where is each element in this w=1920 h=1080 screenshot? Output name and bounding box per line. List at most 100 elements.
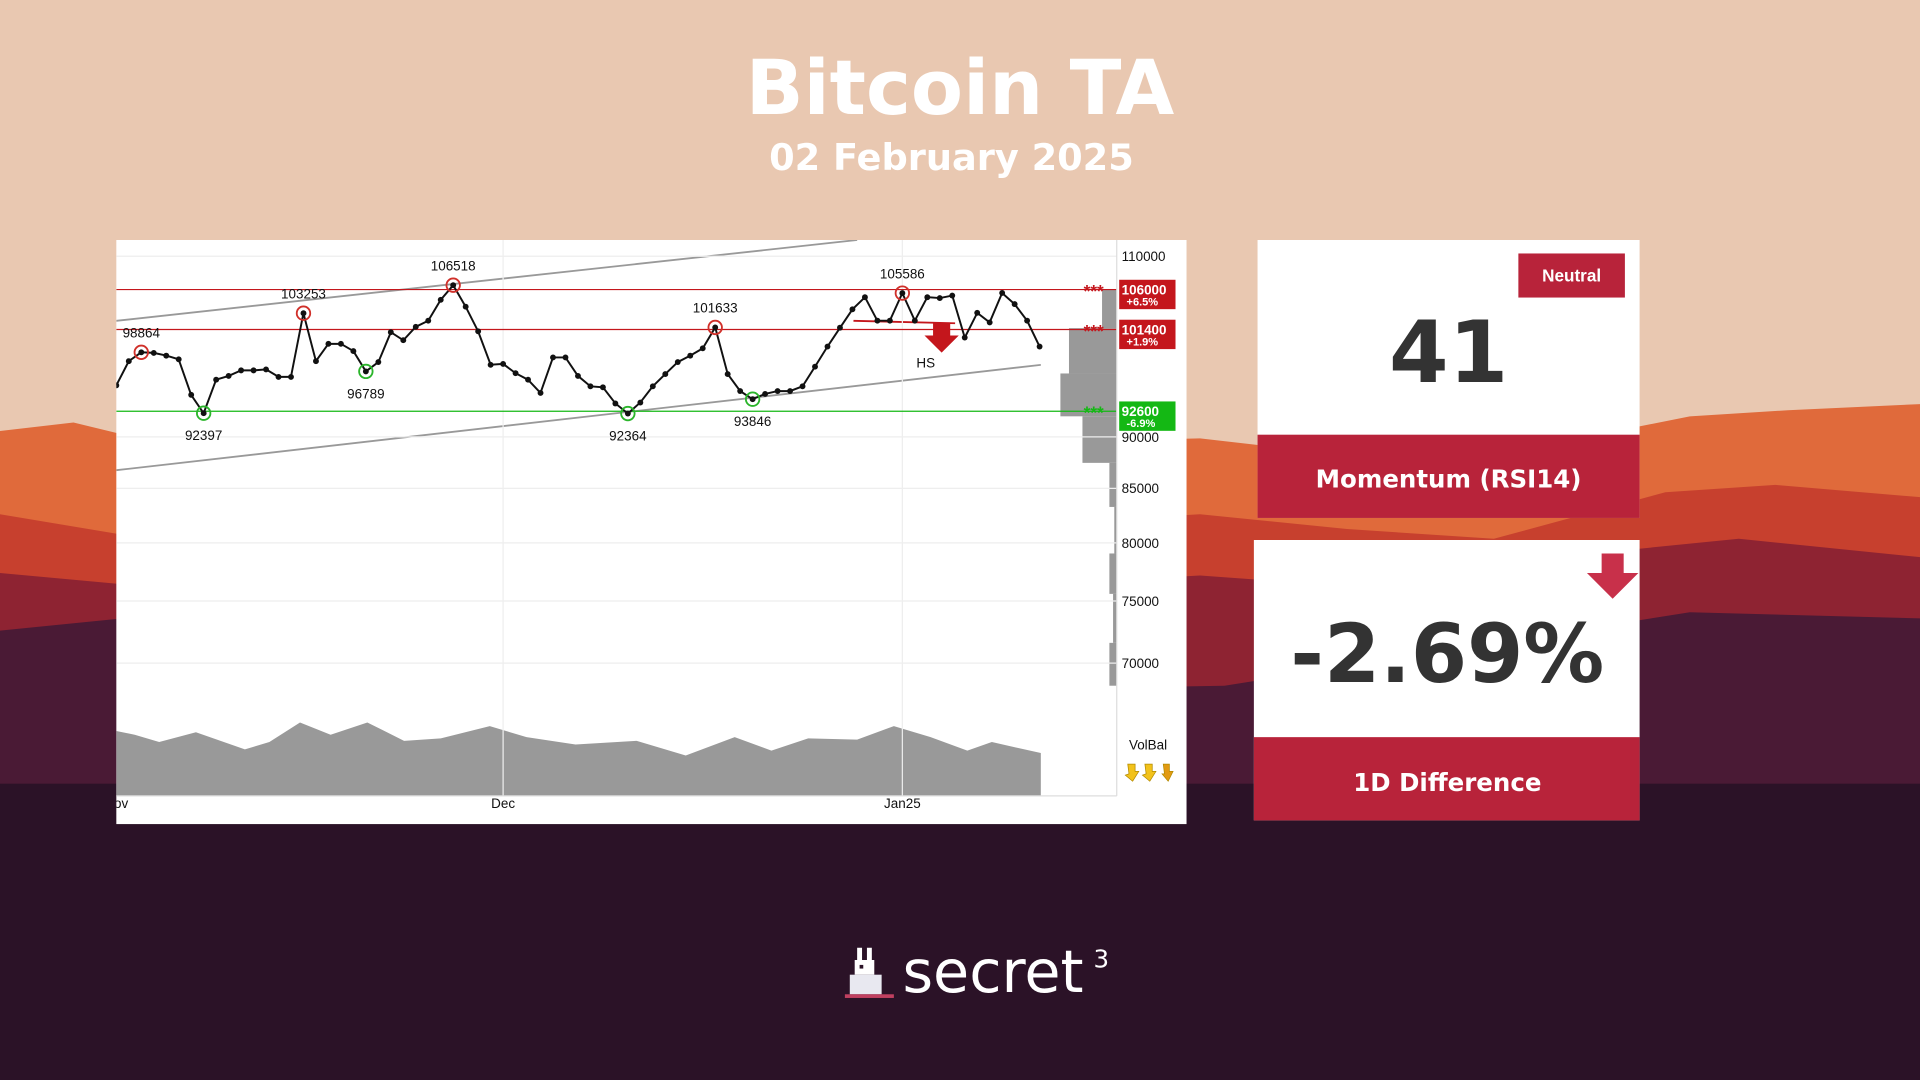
price-point (350, 348, 357, 355)
peak-label: 106518 (431, 258, 476, 273)
price-point (362, 368, 369, 375)
badge (1518, 253, 1625, 298)
level-box (1119, 319, 1176, 350)
level-box (1119, 279, 1176, 310)
card-band (1253, 737, 1640, 821)
card-label: 1D Difference (1353, 768, 1541, 797)
price-point (550, 354, 556, 361)
price-point (313, 358, 319, 365)
price-point (225, 373, 232, 379)
y-tick-label: 110000 (1122, 249, 1166, 264)
arrow-icon (1141, 763, 1157, 782)
price-point (774, 388, 781, 394)
price-point (637, 399, 644, 406)
price-point (961, 334, 968, 341)
channel-line (116, 240, 858, 322)
price-point (188, 391, 195, 398)
price-point (175, 356, 182, 363)
price-point (924, 294, 931, 301)
price-point (437, 296, 444, 303)
profile-bar (1082, 416, 1117, 463)
pixel (859, 964, 864, 969)
arrow-icon (1124, 763, 1140, 782)
trough-marker (620, 405, 636, 422)
peak-label: 105586 (880, 266, 925, 281)
price-point (425, 317, 432, 324)
channel-line (116, 363, 1041, 472)
price-point (525, 376, 531, 383)
pixel (857, 947, 863, 960)
price-point (462, 303, 469, 310)
price-point (936, 295, 943, 302)
title: Bitcoin TA (746, 44, 1175, 132)
price-point (450, 282, 457, 289)
annotation: HS (916, 355, 935, 370)
price-point (712, 324, 719, 331)
trough-marker (196, 405, 212, 421)
pixel (844, 994, 894, 998)
peak-marker (295, 305, 312, 321)
peak-label: 103253 (281, 287, 326, 302)
level-value: 101400 (1122, 322, 1167, 337)
y-tick-label: 85000 (1122, 481, 1159, 496)
price-point (238, 367, 245, 374)
price-point (699, 345, 706, 352)
plot: Nov Dec Jan25 98864 103253 106518 101633 105586… (104, 240, 1117, 811)
price-point (412, 323, 419, 330)
peak-marker (894, 285, 911, 301)
level-marker: *** (1084, 403, 1104, 423)
x-tick-label: Nov (104, 796, 128, 811)
profile-bar (1060, 373, 1117, 417)
price-point (624, 410, 631, 417)
logo-sup: 3 (1093, 944, 1109, 973)
peak-label: 101633 (693, 301, 738, 316)
price-point (575, 373, 581, 379)
peak-label: 98864 (123, 326, 161, 341)
trough-label: 93846 (734, 414, 771, 429)
price-point (837, 324, 843, 331)
price-point (400, 337, 407, 344)
price-point (849, 306, 856, 313)
y-tick-label: 80000 (1122, 536, 1159, 551)
pixel (849, 974, 882, 995)
y-tick-label: 75000 (1122, 594, 1159, 609)
price-point (662, 371, 669, 378)
price-point (200, 410, 207, 417)
trough-marker (744, 391, 761, 407)
price-point (138, 349, 145, 356)
price-point (812, 363, 818, 370)
peak-marker (707, 319, 723, 336)
price-point (1024, 317, 1031, 324)
logo-icon (844, 947, 894, 998)
price-point (787, 388, 793, 394)
date: 02 February 2025 (769, 136, 1134, 179)
badge-text: Neutral (1542, 266, 1601, 286)
card-label: Momentum (RSI14) (1316, 464, 1582, 493)
x-tick-label: Dec (491, 796, 515, 811)
level-box (1119, 401, 1176, 431)
price-point (861, 294, 868, 301)
profile-bar (1109, 462, 1117, 507)
y-tick-label: 90000 (1122, 430, 1159, 445)
level-change: +6.5% (1127, 296, 1159, 308)
chart-panel (116, 240, 1187, 825)
trough-marker (358, 363, 374, 380)
card-band (1257, 434, 1640, 518)
level-value: 92600 (1122, 404, 1159, 419)
level-value: 106000 (1122, 282, 1167, 297)
pixel (866, 947, 872, 960)
price-point (125, 358, 132, 365)
price-point (537, 390, 544, 396)
volume-area (116, 722, 1041, 796)
price-point (263, 366, 269, 373)
pixel (854, 960, 875, 975)
neckline (853, 319, 956, 325)
price-point (674, 359, 681, 365)
price-point (387, 329, 394, 336)
price-point (250, 367, 257, 374)
peak-marker (445, 277, 461, 293)
volume-profile (1060, 288, 1117, 686)
trough-label: 92364 (609, 428, 647, 443)
price-point (612, 400, 619, 407)
price-point (213, 376, 220, 383)
